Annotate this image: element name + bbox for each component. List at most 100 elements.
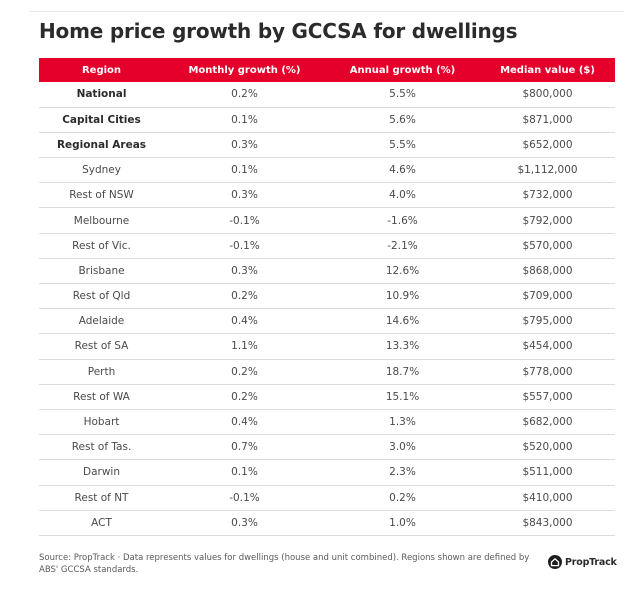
median-value-cell: $843,000 (522, 516, 573, 529)
median-value-cell: $795,000 (522, 315, 573, 328)
growth-table: Region Monthly growth (%) Annual growth … (39, 58, 615, 536)
table-row: Rest of Vic. -0.1% -2.1% $570,000 (39, 233, 615, 259)
table-row: Rest of NT -0.1% 0.2% $410,000 (39, 485, 615, 511)
median-value-cell: $792,000 (522, 214, 573, 227)
proptrack-logo: PropTrack (548, 555, 617, 569)
header-region: Region (81, 64, 122, 76)
house-in-circle-icon (548, 555, 562, 569)
annual-growth-cell: 0.2% (389, 491, 416, 504)
annual-growth-cell: 4.0% (389, 189, 416, 202)
annual-growth-cell: 14.6% (385, 315, 420, 328)
region-cell: Hobart (83, 416, 120, 429)
median-value-cell: $511,000 (522, 466, 573, 479)
monthly-growth-cell: 0.4% (231, 416, 258, 429)
monthly-growth-cell: 0.2% (231, 390, 258, 403)
table-row: Rest of Tas. 0.7% 3.0% $520,000 (39, 435, 615, 460)
median-value-cell: $732,000 (522, 189, 573, 202)
annual-growth-cell: 2.3% (389, 466, 416, 479)
table-row: Adelaide 0.4% 14.6% $795,000 (39, 309, 615, 334)
region-cell: Rest of WA (73, 390, 130, 403)
median-value-cell: $778,000 (522, 365, 573, 378)
monthly-growth-cell: 0.3% (231, 189, 258, 202)
annual-growth-cell: 15.1% (385, 390, 420, 403)
header-median-value: Median value ($) (500, 64, 595, 76)
annual-growth-cell: 12.6% (385, 264, 420, 277)
median-value-cell: $871,000 (522, 113, 573, 126)
monthly-growth-cell: 0.2% (231, 88, 258, 101)
table-row: Rest of Qld 0.2% 10.9% $709,000 (39, 284, 615, 309)
median-value-cell: $652,000 (522, 138, 573, 151)
monthly-growth-cell: 0.1% (231, 466, 258, 479)
median-value-cell: $1,112,000 (517, 164, 578, 177)
annual-growth-cell: 4.6% (389, 164, 416, 177)
table-row: Brisbane 0.3% 12.6% $868,000 (39, 258, 615, 284)
annual-growth-cell: 13.3% (385, 340, 420, 353)
annual-growth-cell: 3.0% (389, 441, 416, 454)
region-cell: Rest of Vic. (72, 239, 131, 252)
monthly-growth-cell: -0.1% (229, 491, 260, 504)
table-header-row: Region Monthly growth (%) Annual growth … (39, 58, 615, 82)
median-value-cell: $868,000 (522, 264, 573, 277)
logo-text: PropTrack (565, 556, 617, 568)
region-cell: National (76, 88, 127, 101)
region-cell: Rest of Tas. (71, 441, 132, 454)
monthly-growth-cell: 0.3% (231, 264, 258, 277)
annual-growth-cell: 10.9% (385, 290, 420, 303)
median-value-cell: $709,000 (522, 290, 573, 303)
annual-growth-cell: 5.5% (389, 138, 416, 151)
monthly-growth-cell: 0.2% (231, 290, 258, 303)
table-row: Rest of SA 1.1% 13.3% $454,000 (39, 334, 615, 360)
table-row: ACT 0.3% 1.0% $843,000 (39, 510, 615, 536)
monthly-growth-cell: -0.1% (229, 214, 260, 227)
table-row: Melbourne -0.1% -1.6% $792,000 (39, 208, 615, 234)
table-row: Darwin 0.1% 2.3% $511,000 (39, 460, 615, 485)
annual-growth-cell: -1.6% (387, 214, 418, 227)
table-row: Rest of WA 0.2% 15.1% $557,000 (39, 384, 615, 410)
header-annual-growth: Annual growth (%) (349, 64, 456, 76)
table-row: Capital Cities 0.1% 5.6% $871,000 (39, 107, 615, 133)
median-value-cell: $410,000 (522, 491, 573, 504)
monthly-growth-cell: 0.3% (231, 516, 258, 529)
region-cell: Capital Cities (62, 113, 141, 126)
region-cell: ACT (91, 516, 112, 529)
table-row: Sydney 0.1% 4.6% $1,112,000 (39, 158, 615, 183)
annual-growth-cell: -2.1% (387, 239, 418, 252)
table-row: Rest of NSW 0.3% 4.0% $732,000 (39, 183, 615, 208)
table-row: Hobart 0.4% 1.3% $682,000 (39, 409, 615, 435)
region-cell: Perth (87, 365, 116, 378)
monthly-growth-cell: 1.1% (231, 340, 258, 353)
region-cell: Regional Areas (56, 138, 147, 151)
monthly-growth-cell: 0.7% (231, 441, 258, 454)
region-cell: Darwin (83, 466, 120, 479)
table-row: Regional Areas 0.3% 5.5% $652,000 (39, 132, 615, 158)
median-value-cell: $520,000 (522, 441, 573, 454)
region-cell: Brisbane (78, 264, 125, 277)
top-divider (30, 11, 624, 12)
annual-growth-cell: 18.7% (385, 365, 420, 378)
median-value-cell: $557,000 (522, 390, 573, 403)
annual-growth-cell: 1.0% (389, 516, 416, 529)
region-cell: Melbourne (73, 214, 130, 227)
median-value-cell: $682,000 (522, 416, 573, 429)
monthly-growth-cell: 0.4% (231, 315, 258, 328)
annual-growth-cell: 1.3% (389, 416, 416, 429)
median-value-cell: $570,000 (522, 239, 573, 252)
monthly-growth-cell: 0.1% (231, 113, 258, 126)
annual-growth-cell: 5.6% (389, 113, 416, 126)
table-row: National 0.2% 5.5% $800,000 (39, 82, 615, 108)
region-cell: Rest of NSW (69, 189, 134, 202)
region-cell: Sydney (82, 164, 121, 177)
monthly-growth-cell: 0.1% (231, 164, 258, 177)
region-cell: Adelaide (78, 315, 125, 328)
region-cell: Rest of NT (74, 491, 129, 504)
page-title: Home price growth by GCCSA for dwellings (39, 19, 518, 43)
header-monthly-growth: Monthly growth (%) (188, 64, 301, 76)
median-value-cell: $454,000 (522, 340, 573, 353)
monthly-growth-cell: 0.3% (231, 138, 258, 151)
annual-growth-cell: 5.5% (389, 88, 416, 101)
source-note: Source: PropTrack · Data represents valu… (39, 553, 530, 575)
region-cell: Rest of Qld (72, 290, 131, 303)
median-value-cell: $800,000 (522, 88, 573, 101)
monthly-growth-cell: -0.1% (229, 239, 260, 252)
table-row: Perth 0.2% 18.7% $778,000 (39, 359, 615, 385)
